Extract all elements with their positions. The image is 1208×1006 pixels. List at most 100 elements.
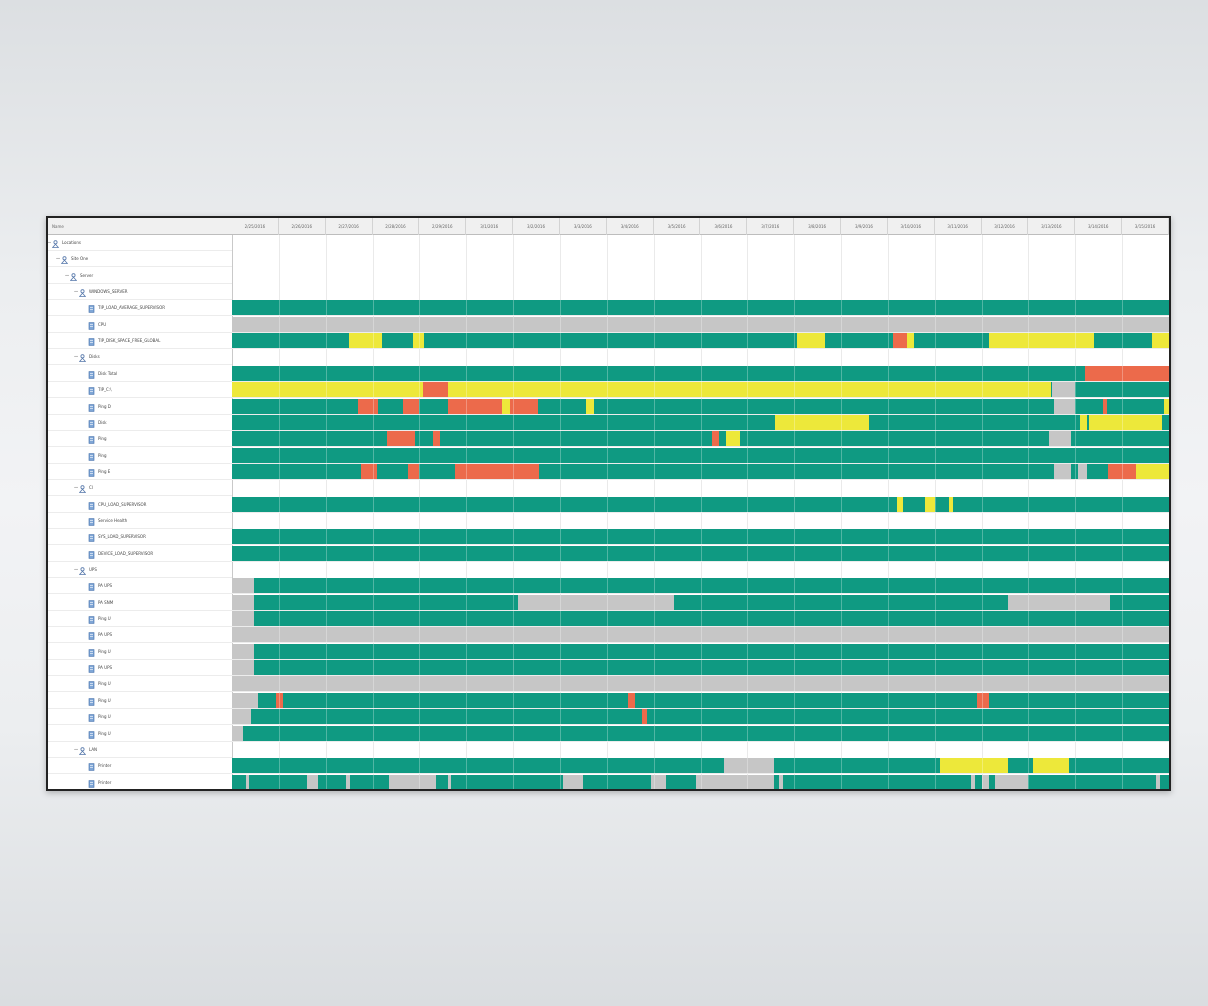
status-segment-ok[interactable] <box>232 611 1169 627</box>
status-segment-unknown[interactable] <box>389 774 437 789</box>
status-segment-critical[interactable] <box>386 431 415 447</box>
status-segment-unknown[interactable] <box>232 643 255 659</box>
status-segment-ok[interactable] <box>232 758 1169 774</box>
tree-group-row[interactable]: − WINDOWS_SERVER <box>48 284 232 301</box>
tree-sensor-row[interactable]: Ping <box>48 448 232 464</box>
timeline-row[interactable] <box>232 627 1169 644</box>
collapse-toggle-icon[interactable]: − <box>64 271 70 279</box>
status-segment-critical[interactable] <box>423 382 449 398</box>
status-segment-warning[interactable] <box>725 431 740 447</box>
status-segment-ok[interactable] <box>232 725 1169 741</box>
status-segment-unknown[interactable] <box>650 774 666 789</box>
timeline-row[interactable] <box>232 725 1169 742</box>
tree-sensor-row[interactable]: Ping U <box>48 693 232 709</box>
status-segment-unknown[interactable] <box>517 594 675 610</box>
status-segment-warning[interactable] <box>501 398 511 414</box>
timeline-row[interactable] <box>232 463 1169 480</box>
timeline-row[interactable] <box>232 692 1169 709</box>
status-segment-critical[interactable] <box>642 709 648 725</box>
tree-group-row[interactable]: − Cl <box>48 480 232 497</box>
status-segment-warning[interactable] <box>1164 398 1169 414</box>
status-segment-critical[interactable] <box>892 333 907 349</box>
status-segment-critical[interactable] <box>976 692 990 708</box>
tree-sensor-row[interactable]: PA UPS <box>48 578 232 595</box>
timeline-row[interactable] <box>232 578 1169 595</box>
status-segment-unknown[interactable] <box>232 611 255 627</box>
status-segment-ok[interactable] <box>232 709 1169 725</box>
status-segment-warning[interactable] <box>925 496 935 512</box>
collapse-toggle-icon[interactable]: − <box>73 484 79 492</box>
timeline-row[interactable] <box>232 447 1169 464</box>
timeline-row[interactable] <box>232 431 1169 448</box>
tree-group-row[interactable]: − Server <box>48 268 232 284</box>
status-segment-unknown[interactable] <box>723 758 774 774</box>
status-segment-warning[interactable] <box>797 333 826 349</box>
status-segment-unknown[interactable] <box>1155 774 1160 789</box>
status-segment-critical[interactable] <box>447 398 502 414</box>
status-segment-warning[interactable] <box>1033 758 1069 774</box>
timeline-row[interactable] <box>232 333 1169 350</box>
tree-sensor-row[interactable]: Ping U <box>48 709 232 726</box>
status-segment-unknown[interactable] <box>1078 463 1088 479</box>
collapse-toggle-icon[interactable]: − <box>73 745 79 753</box>
status-segment-unknown[interactable] <box>695 774 774 789</box>
tree-sensor-row[interactable]: Disk Total <box>48 366 232 382</box>
status-segment-warning[interactable] <box>989 333 1095 349</box>
status-segment-unknown[interactable] <box>1049 431 1071 447</box>
tree-group-row[interactable]: − Site One <box>48 251 232 268</box>
tree-sensor-row[interactable]: TIP_LOAD_AVERAGE_SUPERVISOR <box>48 300 232 317</box>
status-segment-unknown[interactable] <box>1053 463 1071 479</box>
status-segment-ok[interactable] <box>232 578 1169 594</box>
status-segment-warning[interactable] <box>1136 463 1169 479</box>
status-segment-unknown[interactable] <box>232 725 244 741</box>
status-segment-unknown[interactable] <box>246 774 249 789</box>
status-segment-unknown[interactable] <box>994 774 999 789</box>
status-segment-warning[interactable] <box>349 333 382 349</box>
status-segment-warning[interactable] <box>906 333 915 349</box>
timeline-row[interactable] <box>232 676 1169 693</box>
tree-sensor-row[interactable]: Ping E <box>48 464 232 480</box>
status-segment-ok[interactable] <box>232 594 1169 610</box>
status-segment-ok[interactable] <box>1050 382 1169 398</box>
collapse-toggle-icon[interactable]: − <box>55 255 61 263</box>
timeline-row[interactable] <box>232 496 1169 513</box>
tree-group-row[interactable]: − Locations <box>48 235 232 251</box>
status-segment-ok[interactable] <box>232 431 1169 447</box>
status-segment-critical[interactable] <box>711 431 720 447</box>
status-segment-unknown[interactable] <box>562 774 584 789</box>
timeline-row[interactable] <box>232 660 1169 677</box>
status-segment-unknown[interactable] <box>232 660 255 676</box>
tree-sensor-row[interactable]: Printer <box>48 775 232 789</box>
tree-sensor-row[interactable]: Disk <box>48 415 232 431</box>
timeline-row[interactable] <box>232 300 1169 317</box>
status-segment-unknown[interactable] <box>232 692 259 708</box>
tree-sensor-row[interactable]: Ping <box>48 431 232 448</box>
timeline-row[interactable] <box>232 382 1169 399</box>
status-segment-critical[interactable] <box>1108 463 1137 479</box>
status-segment-critical[interactable] <box>1103 398 1108 414</box>
status-segment-unknown[interactable] <box>1051 382 1076 398</box>
status-segment-warning[interactable] <box>1152 333 1169 349</box>
status-segment-unknown[interactable] <box>998 774 1029 789</box>
status-segment-critical[interactable] <box>433 431 440 447</box>
status-segment-critical[interactable] <box>276 692 283 708</box>
status-segment-ok[interactable] <box>232 660 1169 676</box>
tree-group-row[interactable]: − UPS <box>48 562 232 578</box>
status-segment-critical[interactable] <box>361 463 378 479</box>
tree-sensor-row[interactable]: PA SNM <box>48 595 232 611</box>
tree-sensor-row[interactable]: Ping U <box>48 676 232 693</box>
tree-sensor-row[interactable]: Ping U <box>48 644 232 660</box>
status-segment-warning[interactable] <box>775 414 870 430</box>
status-segment-ok[interactable] <box>232 365 1169 381</box>
status-segment-warning[interactable] <box>586 398 594 414</box>
status-segment-warning[interactable] <box>948 496 954 512</box>
timeline-row[interactable] <box>232 545 1169 562</box>
collapse-toggle-icon[interactable]: − <box>73 288 79 296</box>
status-segment-ok[interactable] <box>232 447 1169 463</box>
timeline-row[interactable] <box>232 774 1169 789</box>
status-segment-warning[interactable] <box>1079 414 1087 430</box>
status-segment-warning[interactable] <box>412 333 425 349</box>
timeline-row[interactable] <box>232 414 1169 431</box>
timeline-row[interactable] <box>232 594 1169 611</box>
status-segment-warning[interactable] <box>940 758 1008 774</box>
